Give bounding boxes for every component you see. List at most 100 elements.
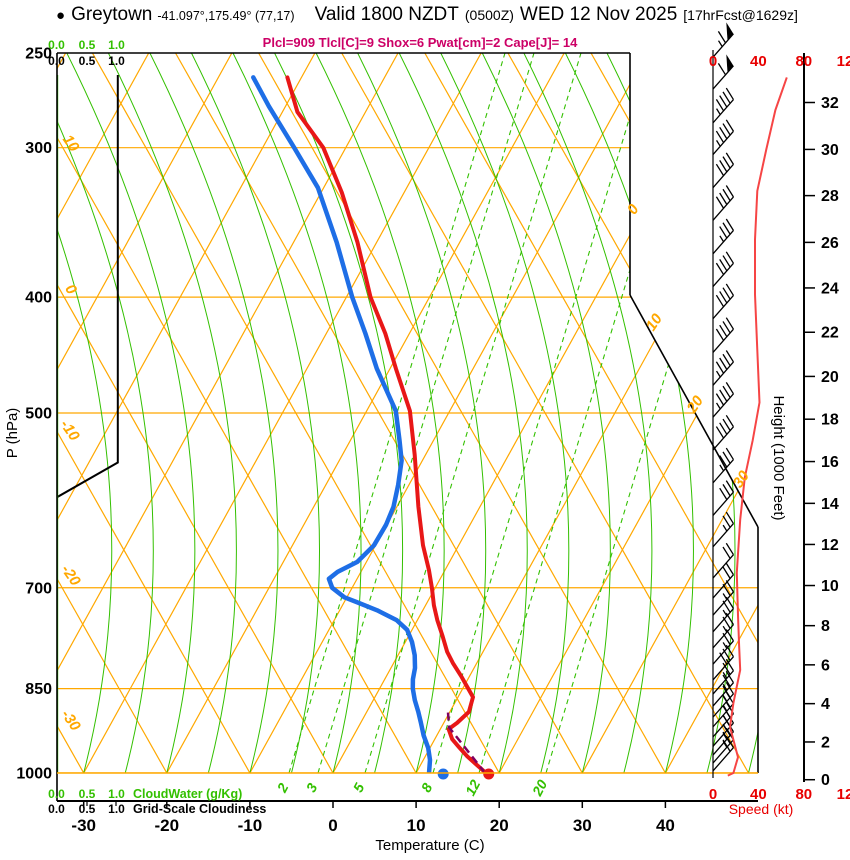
wind-barb-feather [722, 287, 731, 300]
parcel-path-dashed [446, 709, 487, 773]
wind-barb-feather [715, 328, 725, 341]
wind-barb-feather [719, 95, 728, 108]
wind-barb-stem [712, 747, 734, 772]
wind-barb [712, 317, 735, 353]
wind-barb-stem [712, 554, 734, 579]
cloudwater-scale-tick-label-top: 0.0 [48, 38, 65, 52]
wind-barb-half-feather [722, 625, 728, 633]
wind-barb-stem [712, 196, 734, 221]
wind-barb-half-feather [715, 140, 721, 147]
wind-barb-stem [712, 574, 734, 599]
skewt-grid-group [57, 53, 758, 773]
wind-barb-feather [725, 629, 735, 642]
temperature-tick-label: -30 [71, 816, 96, 835]
pressure-tick-label: 700 [25, 580, 52, 597]
wind-barb [712, 218, 735, 255]
chart-title: ● Greytown -41.097°,175.49° (77,17) Vali… [56, 4, 848, 32]
station-name: Greytown [71, 4, 153, 25]
sounding-indices: Plcl=909 Tlcl[C]=9 Shox=6 Pwat[cm]=2 Cap… [262, 35, 578, 50]
wind-barb-feather [725, 350, 735, 363]
wind-barb-feather [725, 711, 735, 724]
wind-barb [712, 447, 735, 484]
moist-adiabat-gridline [57, 53, 113, 773]
wind-barb-stem [712, 426, 734, 451]
wind-barb-feather [725, 447, 735, 460]
cloudiness-scale-tick-label-bottom: 1.0 [108, 802, 125, 816]
temperature-tick-label: -10 [238, 816, 263, 835]
height-tick-label: 4 [821, 696, 830, 713]
wind-barb [712, 735, 735, 772]
height-tick-label: 18 [821, 412, 839, 429]
wind-barb-stem [712, 33, 734, 58]
wind-barb-stem [712, 624, 734, 649]
wind-barb [712, 511, 735, 548]
wind-barb-half-feather [715, 370, 721, 378]
cloudiness-scale-tick-label-top: 0.0 [48, 54, 65, 68]
wind-barb-feather [715, 361, 725, 374]
moist-adiabat-gridline [232, 53, 362, 773]
wind-barb-feather [722, 321, 731, 334]
wind-barb-feather [725, 251, 735, 264]
wind-barb-stem [712, 739, 734, 764]
wind-barb-feather [715, 426, 725, 439]
wind-barb-feather [725, 511, 735, 524]
dry-adiabat-gridline [91, 53, 500, 773]
isotherm-gridline [166, 53, 565, 773]
wind-barb-feather [722, 648, 731, 661]
wind-barb-feather [722, 188, 731, 202]
height-tick-label: 32 [821, 95, 839, 112]
wind-barb-feather [725, 317, 735, 330]
wind-barb-feather [719, 357, 728, 370]
moist-adiabat-gridline [191, 53, 321, 773]
wind-barb-stem [712, 591, 734, 616]
cloudiness-scale-tick-label-top: 1.0 [108, 54, 125, 68]
speed-axis-title: Speed (kt) [729, 801, 794, 817]
pressure-tick-label: 400 [25, 290, 52, 307]
wind-barb-feather [717, 63, 727, 76]
wind-barb-feather [722, 353, 731, 367]
wind-barb-feather [725, 658, 735, 672]
isotherm-line-label: 0 [624, 201, 643, 218]
wind-barb-feather [722, 583, 731, 597]
wind-barb-stem [712, 361, 734, 386]
plot-border-diagonal [629, 294, 759, 528]
wind-barb-feather [725, 691, 735, 704]
height-tick-label: 26 [821, 235, 839, 252]
wind-barb-feather [722, 515, 731, 528]
wind-barb-stem [712, 682, 734, 707]
wind-barb-flag [726, 54, 734, 73]
wind-barb-feather [725, 644, 735, 658]
height-tick-label: 2 [821, 734, 830, 751]
wind-barb [712, 542, 735, 579]
height-tick-label: 22 [821, 325, 839, 342]
mixing-ratio-label: 12 [462, 777, 484, 798]
cloudwater-scale-tick-label-top: 1.0 [108, 38, 125, 52]
wind-barb-feather [725, 87, 735, 100]
wind-barb-feather [719, 422, 728, 435]
isotherm-gridline [249, 53, 648, 773]
wind-barb-feather [722, 418, 731, 431]
wind-barb-feather [722, 662, 731, 675]
wind-barb-feather [715, 294, 725, 308]
wind-barb-stem [712, 523, 734, 548]
wind-barb-stem [712, 294, 734, 320]
station-coords: -41.097°,175.49° (77,17) [157, 9, 295, 23]
dry-adiabat-gridline [258, 53, 666, 773]
wind-barb [712, 596, 735, 633]
wind-barb [712, 580, 735, 616]
wind-barb-half-feather [722, 609, 728, 617]
temperature-tick-label: 30 [573, 816, 592, 835]
wind-barb [712, 54, 734, 90]
cloudwater-scale-tick-label-bottom: 0.5 [79, 787, 96, 801]
dry-adiabat-gridline [57, 53, 251, 773]
wind-barb-feather [722, 255, 731, 268]
cloudwater-axis-title: CloudWater (g/Kg) [133, 787, 242, 801]
valid-utc: (0500Z) [464, 7, 514, 23]
valid-time: Valid 1800 NZDT [314, 4, 459, 25]
wind-barb-feather [722, 600, 731, 613]
wind-barb-feather [725, 612, 735, 625]
speed-tick-label-top: 80 [795, 53, 812, 70]
pressure-tick-label: 850 [25, 681, 52, 698]
wind-barb-feather [719, 487, 728, 500]
wind-barb-feather [719, 160, 728, 173]
